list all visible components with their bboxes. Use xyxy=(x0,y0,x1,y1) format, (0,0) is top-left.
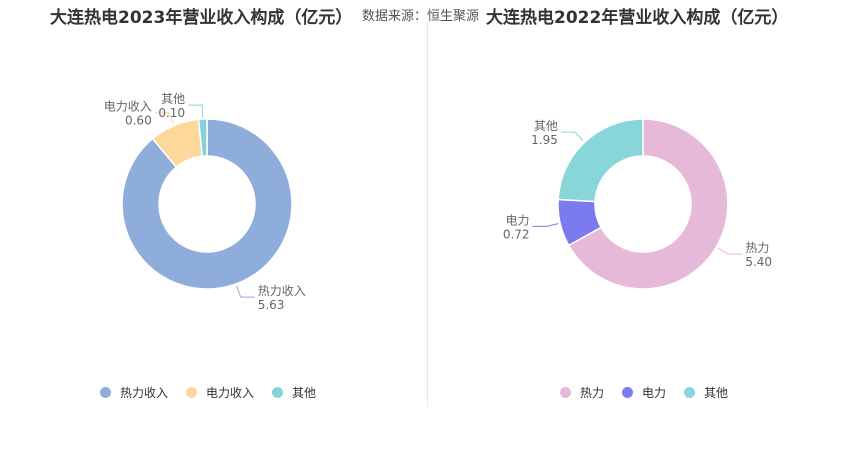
chart-title-2023: 大连热电2023年营业收入构成（亿元） xyxy=(50,8,353,28)
legend-swatch xyxy=(100,387,111,398)
label-leader-line xyxy=(154,112,174,124)
legend-2023: 热力收入 电力收入 其他 xyxy=(100,384,334,401)
slice-category-label: 热力 xyxy=(745,241,769,255)
legend-item[interactable]: 热力收入 xyxy=(100,384,168,401)
legend-label: 热力收入 xyxy=(120,386,169,400)
donut-slice[interactable] xyxy=(197,118,208,158)
legend-item[interactable]: 其他 xyxy=(684,384,728,401)
slice-value-label: 5.63 xyxy=(258,298,285,312)
slice-category-label: 电力 xyxy=(506,213,530,227)
legend-swatch xyxy=(186,387,198,398)
legend-item[interactable]: 热力 xyxy=(560,384,604,401)
slice-value-label: 0.72 xyxy=(503,227,530,241)
label-leader-line xyxy=(717,247,743,255)
donut-slice[interactable] xyxy=(557,118,644,203)
slice-value-label: 0.60 xyxy=(125,114,152,128)
legend-label: 其他 xyxy=(292,386,317,400)
legend-swatch xyxy=(272,387,284,398)
legend-2022: 热力 电力 其他 xyxy=(560,384,746,401)
legend-label: 电力 xyxy=(642,386,667,400)
legend-swatch xyxy=(622,387,634,398)
slice-value-label: 1.95 xyxy=(531,133,558,147)
donut-slice[interactable] xyxy=(567,118,729,290)
legend-item[interactable]: 电力 xyxy=(622,384,666,401)
legend-label: 热力 xyxy=(580,386,605,400)
slice-category-label: 热力收入 xyxy=(258,284,306,298)
legend-label: 电力收入 xyxy=(206,386,255,400)
label-leader-line xyxy=(560,131,584,142)
panel-divider xyxy=(427,22,428,407)
slice-category-label: 其他 xyxy=(161,92,185,106)
legend-item[interactable]: 其他 xyxy=(272,384,316,401)
donut-slice[interactable] xyxy=(121,118,293,290)
label-leader-line xyxy=(236,285,255,298)
legend-swatch xyxy=(684,387,696,398)
slice-value-label: 0.10 xyxy=(158,106,185,120)
legend-swatch xyxy=(560,387,571,398)
data-source-label: 数据来源：恒生聚源 xyxy=(362,9,480,24)
legend-item[interactable]: 电力收入 xyxy=(186,384,254,401)
legend-label: 其他 xyxy=(704,386,729,400)
slice-category-label: 其他 xyxy=(534,119,558,133)
slice-value-label: 5.40 xyxy=(745,255,772,269)
label-leader-line xyxy=(188,104,204,118)
chart-title-2022: 大连热电2022年营业收入构成（亿元） xyxy=(486,8,789,28)
slice-category-label: 电力收入 xyxy=(104,100,152,114)
label-leader-line xyxy=(532,223,559,227)
